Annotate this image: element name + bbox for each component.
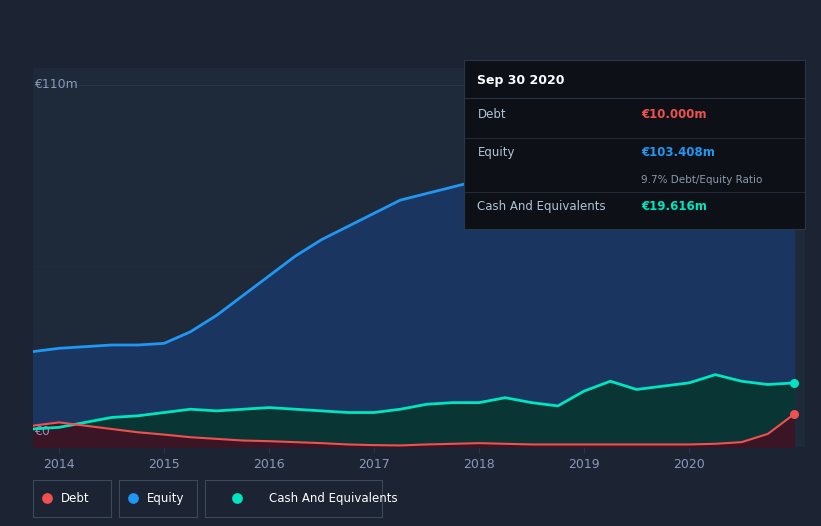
Point	[787, 94, 800, 102]
Text: Equity: Equity	[478, 146, 515, 159]
Text: Cash And Equivalents: Cash And Equivalents	[478, 200, 606, 213]
Text: Equity: Equity	[147, 492, 185, 504]
Point	[787, 410, 800, 418]
Text: Debt: Debt	[61, 492, 89, 504]
Text: €103.408m: €103.408m	[641, 146, 715, 159]
Text: 9.7% Debt/Equity Ratio: 9.7% Debt/Equity Ratio	[641, 175, 763, 185]
Point	[787, 379, 800, 387]
Text: €10.000m: €10.000m	[641, 108, 707, 120]
Point	[231, 494, 244, 502]
Text: Cash And Equivalents: Cash And Equivalents	[268, 492, 397, 504]
Text: €19.616m: €19.616m	[641, 200, 707, 213]
Text: Debt: Debt	[478, 108, 506, 120]
Point	[40, 494, 53, 502]
Text: Sep 30 2020: Sep 30 2020	[478, 74, 565, 87]
Text: €110m: €110m	[34, 78, 77, 91]
Text: €0: €0	[34, 424, 49, 438]
Point	[126, 494, 140, 502]
